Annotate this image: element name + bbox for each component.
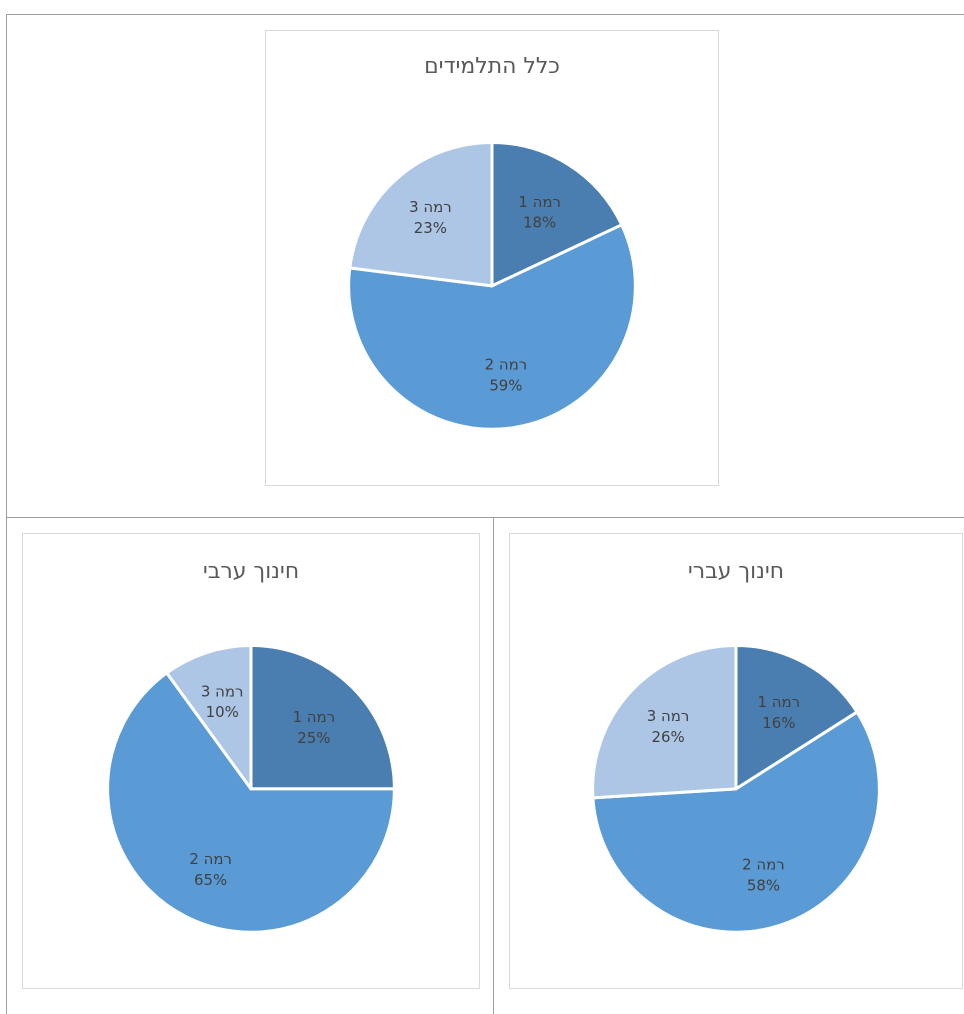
chart-title: חינוך ערבי	[203, 559, 299, 584]
slice-label-name-level-1: רמה 1	[518, 193, 561, 211]
pie-chart-all-students: כלל התלמידים רמה 1 18% רמה 2 59% רמה 3 23%	[347, 54, 637, 431]
slice-label-percent-level-2: 58%	[747, 876, 780, 894]
slice-label-name-level-1: רמה 1	[758, 693, 801, 711]
pie-chart-hebrew-education: חינוך עברי רמה 1 16% רמה 2 58% רמה 3 26%	[591, 559, 881, 934]
chart-panel-arab-education: חינוך ערבי רמה 1 25% רמה 2 65% רמה 3 10%	[22, 533, 480, 989]
slice-label-percent-level-3: 23%	[414, 219, 447, 237]
slice-label-percent-level-1: 25%	[297, 729, 330, 747]
slice-label-name-level-2: רמה 2	[742, 855, 785, 873]
pie-slice-level-3	[591, 644, 738, 800]
chart-title: חינוך עברי	[688, 559, 784, 584]
slice-label-name-level-3: רמה 3	[201, 682, 244, 700]
table-row-divider	[6, 517, 964, 518]
slice-label-percent-level-3: 10%	[206, 703, 239, 721]
slice-label-name-level-2: רמה 2	[189, 850, 232, 868]
pie-slice-level-1	[249, 644, 396, 791]
table-column-divider	[493, 517, 494, 1014]
pie-slice-level-2	[347, 223, 637, 431]
pie-slice-level-2	[591, 710, 881, 934]
slice-label-name-level-3: רמה 3	[647, 707, 690, 725]
pie-slice-level-3	[165, 644, 253, 791]
pie-slice-level-1	[734, 644, 859, 791]
slice-label-name-level-3: רמה 3	[409, 198, 452, 216]
pie-chart-arab-education: חינוך ערבי רמה 1 25% רמה 2 65% רמה 3 10%	[106, 559, 396, 934]
slice-label-percent-level-1: 18%	[523, 214, 556, 232]
slice-label-percent-level-3: 26%	[651, 728, 684, 746]
chart-panel-hebrew-education: חינוך עברי רמה 1 16% רמה 2 58% רמה 3 26%	[509, 533, 963, 989]
pie-slice-level-2	[106, 671, 396, 934]
chart-title: כלל התלמידים	[424, 54, 560, 79]
slice-label-name-level-2: רמה 2	[485, 356, 528, 374]
pie-slice-level-3	[348, 141, 494, 288]
table-border-top	[6, 14, 964, 15]
chart-panel-all-students: כלל התלמידים רמה 1 18% רמה 2 59% רמה 3 23%	[265, 30, 719, 486]
slice-label-percent-level-2: 65%	[194, 871, 227, 889]
slice-label-name-level-1: רמה 1	[293, 708, 336, 726]
slice-label-percent-level-2: 59%	[489, 377, 522, 395]
table-border-left	[6, 14, 7, 1014]
slice-label-percent-level-1: 16%	[762, 714, 795, 732]
pie-slice-level-1	[490, 141, 624, 288]
